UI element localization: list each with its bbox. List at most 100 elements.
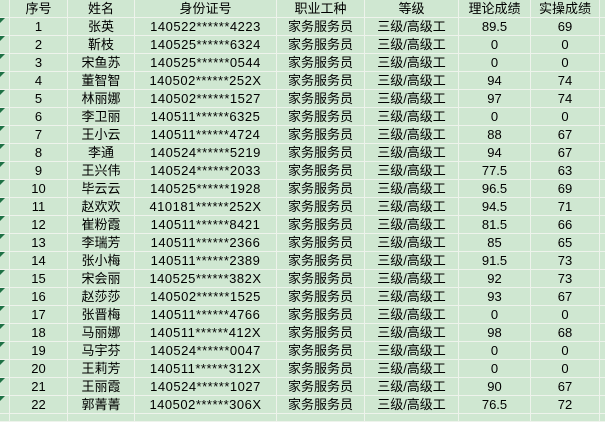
header-corner-cell[interactable] bbox=[0, 0, 10, 18]
cell-id-number[interactable]: 140525******382X bbox=[135, 270, 277, 288]
empty-cell[interactable] bbox=[277, 414, 365, 422]
cell-level[interactable]: 三级/高级工 bbox=[365, 270, 459, 288]
cell-name[interactable]: 宋鱼苏 bbox=[68, 54, 135, 72]
cell-theory-score[interactable]: 97 bbox=[459, 90, 531, 108]
cell-level[interactable]: 三级/高级工 bbox=[365, 216, 459, 234]
cell-occupation[interactable]: 家务服务员 bbox=[277, 216, 365, 234]
cell-practical-score[interactable]: 67 bbox=[531, 144, 600, 162]
cell-index[interactable]: 9 bbox=[10, 162, 68, 180]
cell-name[interactable]: 赵莎莎 bbox=[68, 288, 135, 306]
cell-id-number[interactable]: 140511******4724 bbox=[135, 126, 277, 144]
cell-occupation[interactable]: 家务服务员 bbox=[277, 54, 365, 72]
cell-id-number[interactable]: 140511******8421 bbox=[135, 216, 277, 234]
cell-level[interactable]: 三级/高级工 bbox=[365, 144, 459, 162]
empty-cell[interactable] bbox=[0, 414, 10, 422]
row-corner-cell[interactable] bbox=[0, 108, 10, 126]
cell-index[interactable]: 2 bbox=[10, 36, 68, 54]
cell-index[interactable]: 3 bbox=[10, 54, 68, 72]
empty-cell[interactable] bbox=[459, 414, 531, 422]
cell-occupation[interactable]: 家务服务员 bbox=[277, 90, 365, 108]
cell-level[interactable]: 三级/高级工 bbox=[365, 90, 459, 108]
header-cell-practical-score[interactable]: 实操成绩 bbox=[531, 0, 600, 18]
cell-practical-score[interactable]: 73 bbox=[531, 270, 600, 288]
cell-id-number[interactable]: 140525******6324 bbox=[135, 36, 277, 54]
cell-practical-score[interactable]: 74 bbox=[531, 90, 600, 108]
empty-cell[interactable] bbox=[531, 414, 600, 422]
cell-practical-score[interactable]: 67 bbox=[531, 126, 600, 144]
cell-theory-score[interactable]: 91.5 bbox=[459, 252, 531, 270]
cell-occupation[interactable]: 家务服务员 bbox=[277, 162, 365, 180]
cell-name[interactable]: 马丽娜 bbox=[68, 324, 135, 342]
empty-cell[interactable] bbox=[68, 414, 135, 422]
cell-level[interactable]: 三级/高级工 bbox=[365, 54, 459, 72]
cell-theory-score[interactable]: 81.5 bbox=[459, 216, 531, 234]
cell-practical-score[interactable]: 68 bbox=[531, 324, 600, 342]
cell-practical-score[interactable]: 67 bbox=[531, 378, 600, 396]
cell-id-number[interactable]: 140524******1027 bbox=[135, 378, 277, 396]
cell-name[interactable]: 张小梅 bbox=[68, 252, 135, 270]
row-corner-cell[interactable] bbox=[0, 288, 10, 306]
cell-index[interactable]: 12 bbox=[10, 216, 68, 234]
cell-level[interactable]: 三级/高级工 bbox=[365, 108, 459, 126]
cell-theory-score[interactable]: 92 bbox=[459, 270, 531, 288]
cell-practical-score[interactable]: 72 bbox=[531, 396, 600, 414]
cell-occupation[interactable]: 家务服务员 bbox=[277, 180, 365, 198]
cell-index[interactable]: 18 bbox=[10, 324, 68, 342]
cell-practical-score[interactable]: 74 bbox=[531, 72, 600, 90]
cell-name[interactable]: 李瑞芳 bbox=[68, 234, 135, 252]
cell-id-number[interactable]: 140525******0544 bbox=[135, 54, 277, 72]
cell-index[interactable]: 6 bbox=[10, 108, 68, 126]
cell-index[interactable]: 5 bbox=[10, 90, 68, 108]
cell-occupation[interactable]: 家务服务员 bbox=[277, 396, 365, 414]
cell-index[interactable]: 4 bbox=[10, 72, 68, 90]
header-cell-id-number[interactable]: 身份证号 bbox=[135, 0, 277, 18]
cell-practical-score[interactable]: 0 bbox=[531, 36, 600, 54]
cell-index[interactable]: 8 bbox=[10, 144, 68, 162]
header-cell-occupation[interactable]: 职业工种 bbox=[277, 0, 365, 18]
cell-level[interactable]: 三级/高级工 bbox=[365, 18, 459, 36]
cell-index[interactable]: 16 bbox=[10, 288, 68, 306]
cell-id-number[interactable]: 140524******0047 bbox=[135, 342, 277, 360]
cell-level[interactable]: 三级/高级工 bbox=[365, 306, 459, 324]
cell-id-number[interactable]: 140524******2033 bbox=[135, 162, 277, 180]
cell-index[interactable]: 13 bbox=[10, 234, 68, 252]
row-corner-cell[interactable] bbox=[0, 378, 10, 396]
cell-name[interactable]: 张晋梅 bbox=[68, 306, 135, 324]
row-corner-cell[interactable] bbox=[0, 342, 10, 360]
cell-index[interactable]: 14 bbox=[10, 252, 68, 270]
cell-level[interactable]: 三级/高级工 bbox=[365, 378, 459, 396]
cell-theory-score[interactable]: 88 bbox=[459, 126, 531, 144]
cell-name[interactable]: 毕云云 bbox=[68, 180, 135, 198]
cell-level[interactable]: 三级/高级工 bbox=[365, 36, 459, 54]
cell-theory-score[interactable]: 94.5 bbox=[459, 198, 531, 216]
cell-occupation[interactable]: 家务服务员 bbox=[277, 306, 365, 324]
cell-occupation[interactable]: 家务服务员 bbox=[277, 234, 365, 252]
cell-id-number[interactable]: 140525******1928 bbox=[135, 180, 277, 198]
cell-practical-score[interactable]: 0 bbox=[531, 342, 600, 360]
row-corner-cell[interactable] bbox=[0, 144, 10, 162]
cell-id-number[interactable]: 140522******4223 bbox=[135, 18, 277, 36]
row-corner-cell[interactable] bbox=[0, 36, 10, 54]
cell-practical-score[interactable]: 0 bbox=[531, 306, 600, 324]
row-corner-cell[interactable] bbox=[0, 90, 10, 108]
cell-index[interactable]: 17 bbox=[10, 306, 68, 324]
cell-level[interactable]: 三级/高级工 bbox=[365, 342, 459, 360]
cell-level[interactable]: 三级/高级工 bbox=[365, 180, 459, 198]
cell-occupation[interactable]: 家务服务员 bbox=[277, 342, 365, 360]
cell-occupation[interactable]: 家务服务员 bbox=[277, 18, 365, 36]
cell-occupation[interactable]: 家务服务员 bbox=[277, 72, 365, 90]
cell-theory-score[interactable]: 94 bbox=[459, 72, 531, 90]
header-cell-theory-score[interactable]: 理论成绩 bbox=[459, 0, 531, 18]
cell-index[interactable]: 11 bbox=[10, 198, 68, 216]
cell-occupation[interactable]: 家务服务员 bbox=[277, 378, 365, 396]
cell-practical-score[interactable]: 63 bbox=[531, 162, 600, 180]
cell-name[interactable]: 崔粉霞 bbox=[68, 216, 135, 234]
cell-theory-score[interactable]: 0 bbox=[459, 360, 531, 378]
cell-practical-score[interactable]: 0 bbox=[531, 54, 600, 72]
cell-index[interactable]: 20 bbox=[10, 360, 68, 378]
cell-practical-score[interactable]: 0 bbox=[531, 108, 600, 126]
cell-theory-score[interactable]: 0 bbox=[459, 108, 531, 126]
cell-occupation[interactable]: 家务服务员 bbox=[277, 144, 365, 162]
cell-occupation[interactable]: 家务服务员 bbox=[277, 126, 365, 144]
cell-level[interactable]: 三级/高级工 bbox=[365, 288, 459, 306]
